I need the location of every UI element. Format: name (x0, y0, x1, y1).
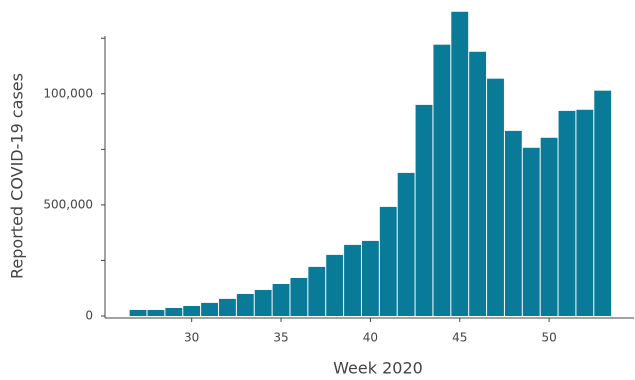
bar (576, 109, 594, 317)
bar (451, 11, 469, 317)
bar (361, 240, 379, 316)
bar (433, 44, 451, 317)
bar (379, 206, 397, 316)
x-tick-label: 50 (541, 331, 556, 345)
y-tick-label: 0 (85, 309, 93, 323)
bar (129, 310, 147, 316)
bar (504, 130, 522, 316)
bar (397, 172, 415, 316)
bar (308, 266, 326, 316)
bar (522, 147, 540, 316)
y-tick-label: 100,000 (43, 86, 93, 100)
bar (558, 110, 576, 316)
bar (290, 278, 308, 316)
bar (218, 298, 236, 316)
bar (326, 254, 344, 316)
bar (254, 290, 272, 316)
x-tick-label: 30 (184, 331, 199, 345)
bar (415, 104, 433, 316)
y-axis-label: Reported COVID-19 cases (8, 73, 27, 279)
bar (272, 284, 290, 316)
bar (344, 244, 361, 316)
bar (236, 294, 254, 316)
bar (594, 90, 612, 317)
x-axis-label: Week 2020 (333, 359, 423, 378)
bar (487, 78, 504, 317)
y-tick-label: 500,000 (43, 197, 93, 211)
x-tick-label: 45 (452, 331, 467, 345)
bar (201, 302, 218, 316)
bar (183, 306, 201, 316)
x-tick-label: 35 (273, 331, 288, 345)
bar (540, 137, 558, 316)
x-tick-label: 40 (363, 331, 378, 345)
bar (147, 310, 165, 316)
bar (469, 51, 487, 317)
bar (165, 308, 183, 316)
